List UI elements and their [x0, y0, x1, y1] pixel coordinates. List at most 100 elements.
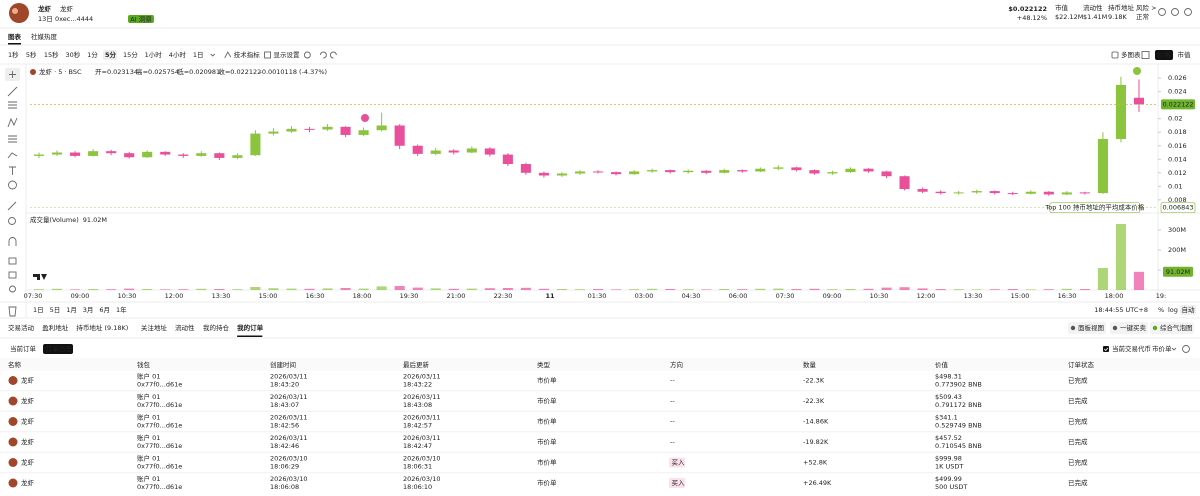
view-tab[interactable]: 图表	[8, 32, 22, 41]
interval[interactable]: 1日	[193, 51, 204, 59]
volume-tick-label: 200M	[1168, 246, 1186, 254]
order-type: 市价单	[537, 437, 557, 446]
order-type: 市价单	[537, 458, 557, 467]
x-tick-label: 09:00	[71, 292, 90, 300]
tool-eye[interactable]	[9, 285, 16, 293]
interval[interactable]: 5秒	[26, 50, 37, 59]
candle-body	[178, 154, 189, 156]
panel-button-icon	[1070, 325, 1076, 331]
tool-line[interactable]	[7, 86, 18, 97]
candle-body	[412, 145, 423, 154]
volume-bar	[268, 288, 279, 290]
tool-lock-all[interactable]	[8, 271, 17, 279]
panel-button-bg[interactable]	[1110, 322, 1148, 334]
bottom-tab[interactable]: 我的订单	[237, 323, 264, 332]
trade-marker[interactable]	[1133, 67, 1141, 75]
tool-ruler[interactable]	[7, 201, 17, 211]
percent-toggle[interactable]: %	[1158, 306, 1164, 314]
bottom-tab[interactable]: 我的持仓	[203, 323, 230, 332]
volume-bar	[1097, 268, 1108, 290]
tool-fib[interactable]	[8, 135, 17, 143]
bottom-tab[interactable]: 持币地址 (9.18K)	[76, 323, 128, 332]
globe-icon[interactable]	[1182, 345, 1190, 353]
range-button[interactable]: 3月	[83, 306, 94, 314]
undo-icon[interactable]	[319, 51, 327, 59]
wallet-name: 账户 01	[137, 413, 160, 422]
multi-chart-checkbox[interactable]	[1111, 51, 1119, 59]
tool-emoji[interactable]	[8, 180, 17, 190]
tool-pattern[interactable]	[7, 117, 18, 128]
volume-bar	[142, 289, 153, 290]
volume-bar	[791, 289, 802, 290]
tool-channel[interactable]	[8, 101, 17, 109]
tool-lock[interactable]	[8, 257, 17, 265]
interval[interactable]: 4小时	[169, 50, 187, 59]
bottom-tab[interactable]: 交易活动	[8, 323, 35, 332]
tool-trash[interactable]	[8, 306, 17, 317]
mode-toggle[interactable]: 价格	[1158, 50, 1172, 59]
panel-button-bg[interactable]	[1068, 322, 1106, 334]
bottom-tab[interactable]: 盈利地址	[42, 323, 68, 332]
order-tab[interactable]: 当前订单	[10, 344, 37, 353]
volume-bar	[683, 289, 694, 290]
tool-crosshair[interactable]	[9, 71, 16, 78]
tab-underline	[237, 335, 263, 337]
stat-value: $1.41M	[1083, 13, 1107, 21]
wallet-address: 0x77f0...d61e	[137, 401, 182, 409]
tool-zoom[interactable]	[8, 217, 16, 225]
multi-chart-label[interactable]: 多图表	[1121, 50, 1141, 59]
screenshot-icon[interactable]	[1141, 51, 1150, 59]
tool-brush[interactable]	[7, 152, 18, 159]
side-badge-bg	[669, 457, 685, 468]
mode-toggle[interactable]: 市值	[1178, 50, 1192, 59]
interval[interactable]: 15秒	[44, 50, 59, 59]
candle-body	[340, 126, 351, 135]
interval[interactable]: 1分	[87, 50, 98, 59]
panel-button[interactable]: 面板视图	[1078, 323, 1104, 332]
trade-marker[interactable]	[361, 114, 369, 122]
price-change: +48.12%	[1017, 14, 1047, 22]
view-tab[interactable]: 社媒热度	[31, 32, 58, 41]
auto-toggle[interactable]: 自动	[1182, 305, 1196, 314]
display-settings-button[interactable]: 显示设置	[274, 50, 301, 59]
star-icon[interactable]	[1171, 8, 1179, 16]
volume-bar	[719, 289, 730, 290]
range-button[interactable]: 1年	[116, 305, 127, 314]
interval[interactable]: 1小时	[145, 50, 163, 59]
range-button[interactable]: 1月	[66, 306, 77, 314]
panel-button-bg[interactable]	[1150, 322, 1194, 334]
x-tick-label: 21:00	[447, 292, 466, 300]
row-token-logo	[8, 417, 18, 426]
bottom-tab[interactable]: 关注地址	[141, 323, 168, 332]
range-button[interactable]: 5日	[50, 306, 61, 314]
settings-icon[interactable]	[1184, 8, 1192, 16]
interval[interactable]: 15分	[123, 50, 138, 59]
legend-ohlc: 高=0.025754	[136, 67, 179, 76]
redo-icon[interactable]	[329, 51, 337, 59]
updated-date: 2026/03/11	[403, 434, 440, 442]
interval[interactable]: 1秒	[8, 50, 19, 59]
log-toggle[interactable]: log	[1168, 306, 1178, 314]
order-tab[interactable]: 订单历史	[46, 344, 73, 353]
order-type-select[interactable]: 市价单	[1152, 344, 1172, 353]
tool-magnet[interactable]	[8, 237, 17, 246]
panel-button[interactable]: 综合气泡图	[1160, 323, 1193, 332]
auto-bg	[1180, 305, 1196, 315]
tool-text[interactable]	[9, 166, 16, 175]
candle-body	[592, 171, 604, 173]
wallet-address: 0x77f0...d61e	[137, 422, 182, 430]
bottom-tab[interactable]: 流动性	[175, 323, 195, 332]
interval[interactable]: 5分	[105, 50, 117, 59]
settings-icon[interactable]	[303, 51, 311, 59]
ai-badge[interactable]: AI 洞察	[130, 14, 152, 23]
order-status: 已完成	[1068, 396, 1088, 405]
range-button[interactable]: 6月	[99, 306, 110, 314]
indicators-button[interactable]: 技术指标	[234, 50, 261, 59]
created-time: 18:42:46	[270, 442, 299, 450]
tv-logo	[33, 274, 47, 280]
share-icon[interactable]	[1158, 8, 1166, 16]
filter-checkbox[interactable]	[1103, 346, 1109, 352]
interval[interactable]: 30秒	[65, 50, 80, 59]
panel-button[interactable]: 一键买卖	[1120, 323, 1147, 332]
range-button[interactable]: 1日	[33, 306, 44, 314]
